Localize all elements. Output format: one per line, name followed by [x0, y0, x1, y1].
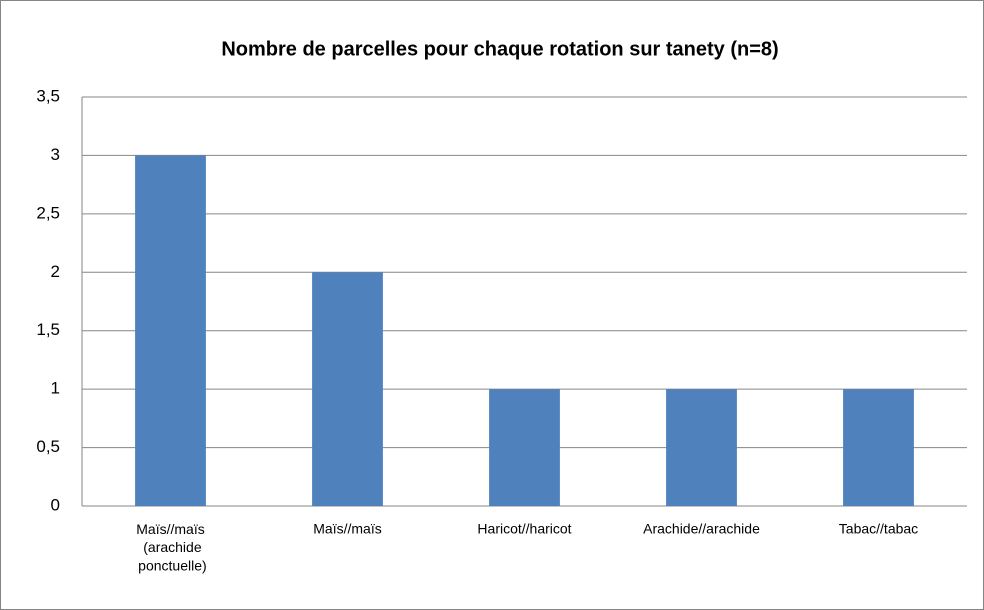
y-tick-label: 3,5 — [36, 86, 60, 105]
chart-title: Nombre de parcelles pour chaque rotation… — [221, 38, 778, 60]
y-tick-label: 0,5 — [36, 437, 60, 456]
bar — [666, 389, 737, 506]
y-tick-label: 0 — [51, 495, 60, 514]
y-tick-label: 1,5 — [36, 320, 60, 339]
bar — [489, 389, 560, 506]
x-tick-label: Haricot//haricot — [477, 521, 571, 537]
x-tick-label: Maïs//maïs — [313, 521, 381, 537]
bar — [312, 272, 383, 506]
y-tick-label: 3 — [51, 145, 60, 164]
y-tick-label: 2,5 — [36, 203, 60, 222]
x-tick-label: Arachide//arachide — [643, 521, 760, 537]
x-tick-label: Maïs//maïs (arachide ponctuelle) — [134, 521, 206, 573]
y-tick-label: 2 — [51, 262, 60, 281]
bar — [843, 389, 914, 506]
bar — [135, 155, 206, 506]
x-tick-label: Tabac//tabac — [839, 521, 918, 537]
y-tick-label: 1 — [51, 379, 60, 398]
